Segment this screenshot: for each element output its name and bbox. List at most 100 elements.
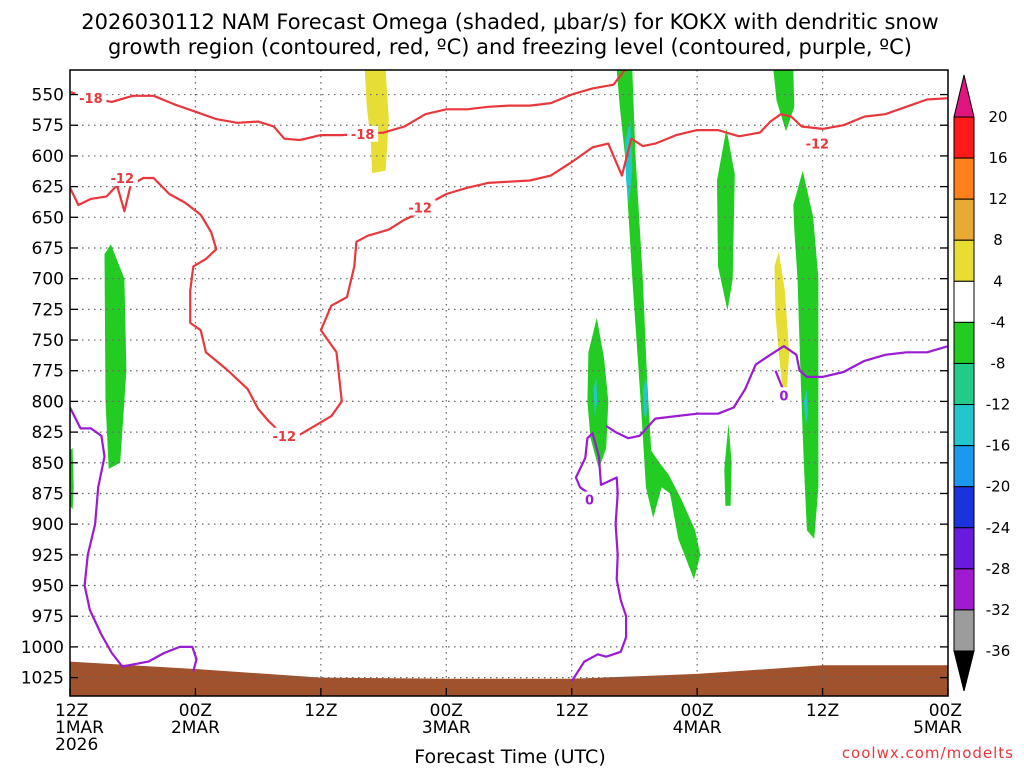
y-tick-label-3: 625 <box>32 178 64 198</box>
colorbar-label-11: -28 <box>986 560 1011 578</box>
chart-title-line2: growth region (contoured, red, ºC) and f… <box>108 35 912 59</box>
omega-region-6 <box>724 423 732 506</box>
colorbar-label-4: 4 <box>993 272 1003 290</box>
colorbar-swatch-2 <box>953 198 975 241</box>
contour-label-bg-6 <box>582 491 596 508</box>
omega-region-8 <box>793 170 819 539</box>
omega-region-9 <box>774 251 790 402</box>
colorbar-swatch-12 <box>953 609 975 652</box>
omega-region-0 <box>364 70 389 174</box>
omega-region-5 <box>717 128 735 311</box>
y-tick-label-11: 825 <box>32 423 64 443</box>
y-tick-label-4: 650 <box>32 208 64 228</box>
colorbar-label-1: 16 <box>988 149 1007 167</box>
colorbar-swatch-11 <box>953 568 975 611</box>
contour-label-bg-4 <box>268 427 300 444</box>
chart-title-line1: 2026030112 NAM Forecast Omega (shaded, μ… <box>81 10 938 34</box>
omega-region-12 <box>803 389 808 426</box>
x-tick-label-0-1: 1MAR <box>55 718 104 738</box>
grid-lines <box>70 70 948 696</box>
terrain-polygon <box>70 661 948 696</box>
purple-contour-0 <box>70 407 198 672</box>
credit-text: coolwx.com/modelts <box>842 744 1014 762</box>
red-contour-0 <box>70 70 627 142</box>
y-tick-label-18: 1000 <box>21 638 64 658</box>
contour-label-bg-0 <box>75 90 107 107</box>
omega-region-11 <box>642 376 648 420</box>
purple-contour-2 <box>605 345 948 440</box>
contour-label-0: -18 <box>79 92 103 107</box>
y-tick-label-0: 550 <box>32 86 64 106</box>
x-tick-label-6-0: 12Z <box>806 701 839 721</box>
contour-label-bg-1 <box>347 125 379 142</box>
contour-label-6: 0 <box>585 494 594 509</box>
y-axis: 550 575 600 625 650 675 700 725 750 775 800 825 850 8… <box>21 86 948 689</box>
colorbar-bottom-triangle <box>953 650 975 692</box>
y-tick-label-14: 900 <box>32 515 64 535</box>
colorbar-label-13: -36 <box>986 642 1011 660</box>
colorbar-swatch-7 <box>953 404 975 447</box>
colorbar-label-0: 20 <box>988 108 1007 126</box>
freezing-level-contours <box>70 345 948 682</box>
colorbar-swatch-6 <box>953 362 975 406</box>
colorbar-label-8: -16 <box>986 437 1011 455</box>
colorbar-swatch-10 <box>953 527 975 570</box>
y-tick-label-16: 950 <box>32 577 64 597</box>
y-tick-label-17: 975 <box>32 607 64 627</box>
y-tick-label-19: 1025 <box>21 669 64 689</box>
dendritic-growth-contours <box>70 70 948 440</box>
x-tick-label-0-0: 12Z <box>55 701 88 721</box>
y-tick-label-15: 925 <box>32 546 64 566</box>
y-tick-label-12: 850 <box>32 454 64 474</box>
colorbar-swatch-3 <box>953 239 975 282</box>
x-tick-label-3-0: 00Z <box>430 701 463 721</box>
omega-region-1 <box>104 244 127 469</box>
colorbar-swatch-4 <box>953 280 975 323</box>
colorbar-swatch-8 <box>953 445 975 488</box>
x-axis-label: Forecast Time (UTC) <box>414 746 605 768</box>
colorbar-swatch-0 <box>953 116 975 159</box>
colorbar-label-10: -24 <box>986 519 1011 537</box>
contour-label-2: -12 <box>111 172 135 187</box>
y-tick-label-1: 575 <box>32 116 64 136</box>
contour-label-7: 0 <box>779 389 788 404</box>
colorbar-label-2: 12 <box>988 190 1007 208</box>
x-tick-label-7-0: 00Z <box>929 701 962 721</box>
contour-labels: -18 -18 -12 -12 -12 -12 0 0 <box>75 90 833 509</box>
colorbar-label-9: -20 <box>986 478 1011 496</box>
colorbar-label-12: -32 <box>986 601 1011 619</box>
contour-label-1: -18 <box>351 128 375 143</box>
omega-region-7 <box>773 70 795 132</box>
colorbar-label-6: -8 <box>991 354 1006 372</box>
x-tick-label-2-0: 12Z <box>304 701 337 721</box>
purple-contour-1 <box>570 432 628 682</box>
red-contour-1 <box>70 97 948 440</box>
x-tick-label-5-0: 00Z <box>681 701 714 721</box>
y-tick-label-5: 675 <box>32 239 64 259</box>
y-tick-label-2: 600 <box>32 147 64 167</box>
colorbar: 20 16 12 8 4 -4 -8 -12 -16 -20 -24 -28 -32 -36 <box>953 74 1011 692</box>
colorbar-swatch-9 <box>953 486 975 529</box>
y-tick-label-8: 750 <box>32 331 64 351</box>
omega-region-4 <box>587 317 609 469</box>
omega-shading <box>70 70 819 580</box>
y-tick-label-13: 875 <box>32 484 64 504</box>
terrain-fill <box>70 661 948 696</box>
x-tick-label-0-2: 2026 <box>55 735 98 755</box>
x-tick-label-1-1: 2MAR <box>171 718 220 738</box>
x-tick-label-3-1: 3MAR <box>422 718 471 738</box>
y-tick-label-7: 725 <box>32 300 64 320</box>
omega-region-13 <box>593 376 598 417</box>
colorbar-swatch-5 <box>953 321 975 364</box>
contour-label-bg-5 <box>801 135 833 152</box>
x-tick-label-1-0: 00Z <box>179 701 212 721</box>
contour-label-4: -12 <box>273 430 297 445</box>
omega-region-3 <box>616 70 701 580</box>
contour-label-5: -12 <box>806 138 830 153</box>
x-tick-label-7-1: 5MAR <box>913 718 962 738</box>
colorbar-label-5: -4 <box>991 313 1006 331</box>
x-tick-label-5-1: 4MAR <box>673 718 722 738</box>
contour-label-bg-2 <box>106 170 138 187</box>
colorbar-top-triangle <box>953 74 975 118</box>
